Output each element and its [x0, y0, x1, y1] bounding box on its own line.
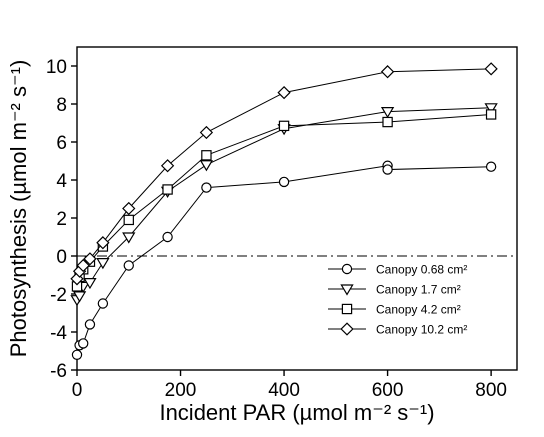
x-tick-label: 400 — [268, 380, 300, 401]
x-tick-label: 600 — [372, 380, 404, 401]
data-point — [382, 164, 393, 175]
legend-label: Canopy 10.2 cm² — [376, 323, 467, 337]
legend-item: Canopy 10.2 cm² — [328, 322, 467, 337]
legend-item: Canopy 0.68 cm² — [328, 263, 467, 277]
y-tick-label: -2 — [50, 285, 67, 306]
legend-item: Canopy 1.7 cm² — [328, 283, 461, 297]
data-point — [162, 231, 173, 243]
data-point — [160, 159, 175, 173]
data-point — [122, 232, 136, 244]
data-point — [84, 319, 96, 330]
y-tick-label: 10 — [46, 57, 67, 78]
legend-marker — [341, 263, 353, 275]
data-point — [96, 258, 110, 270]
data-point — [122, 201, 136, 216]
data-point — [97, 298, 109, 309]
y-tick-label: 4 — [56, 171, 67, 192]
legend-marker — [340, 322, 354, 336]
legend: Canopy 0.68 cm² Canopy 1.7 cm² Canopy 4.2 … — [328, 263, 467, 337]
legend-marker — [341, 303, 353, 315]
data-point — [380, 65, 395, 79]
series-group — [70, 62, 498, 360]
y-tick-label: 8 — [56, 95, 67, 116]
data-point — [278, 120, 290, 132]
legend-marker — [340, 284, 354, 296]
data-point — [96, 236, 110, 250]
data-point — [484, 103, 498, 115]
y-axis-label: Photosynthesis (µmol m⁻² s⁻¹) — [6, 60, 31, 358]
data-point — [484, 62, 498, 76]
data-point — [201, 182, 212, 193]
data-point — [201, 150, 212, 161]
x-axis-label: Incident PAR (µmol m⁻² s⁻¹) — [159, 400, 434, 425]
data-point — [72, 291, 87, 303]
data-point — [485, 161, 497, 172]
data-point — [71, 349, 83, 360]
data-point — [123, 214, 134, 226]
x-tick-label: 800 — [475, 380, 507, 401]
x-tick-label: 0 — [72, 380, 83, 401]
y-tick-label: 2 — [56, 209, 67, 230]
data-point — [380, 106, 395, 119]
axes-group — [71, 46, 518, 376]
y-tick-label: -6 — [50, 361, 67, 382]
data-point — [199, 160, 214, 172]
series-line — [76, 113, 492, 287]
legend-label: Canopy 4.2 cm² — [376, 303, 461, 317]
series-line — [76, 68, 492, 279]
data-point — [277, 85, 291, 100]
data-point — [83, 278, 97, 290]
x-tick-label: 200 — [165, 380, 197, 401]
series-1 — [71, 160, 497, 360]
legend-label: Canopy 1.7 cm² — [376, 283, 461, 297]
data-point — [162, 184, 173, 195]
plot-frame — [76, 46, 518, 371]
y-tick-label: 6 — [56, 133, 67, 154]
data-point — [199, 125, 214, 140]
data-point — [78, 338, 89, 349]
data-point — [123, 260, 134, 271]
data-point — [83, 252, 97, 266]
data-point — [278, 176, 290, 188]
data-point — [382, 116, 393, 128]
series-4 — [70, 62, 498, 286]
tick-labels-group: 0 200 400 600 800 -6 -4 -2 0 2 4 6 8 10 — [46, 57, 507, 401]
data-point — [485, 109, 497, 120]
y-tick-label: 0 — [56, 247, 67, 268]
legend-item: Canopy 4.2 cm² — [328, 303, 461, 317]
data-point — [76, 258, 90, 273]
y-tick-label: -4 — [50, 323, 67, 344]
legend-label: Canopy 0.68 cm² — [376, 263, 467, 277]
